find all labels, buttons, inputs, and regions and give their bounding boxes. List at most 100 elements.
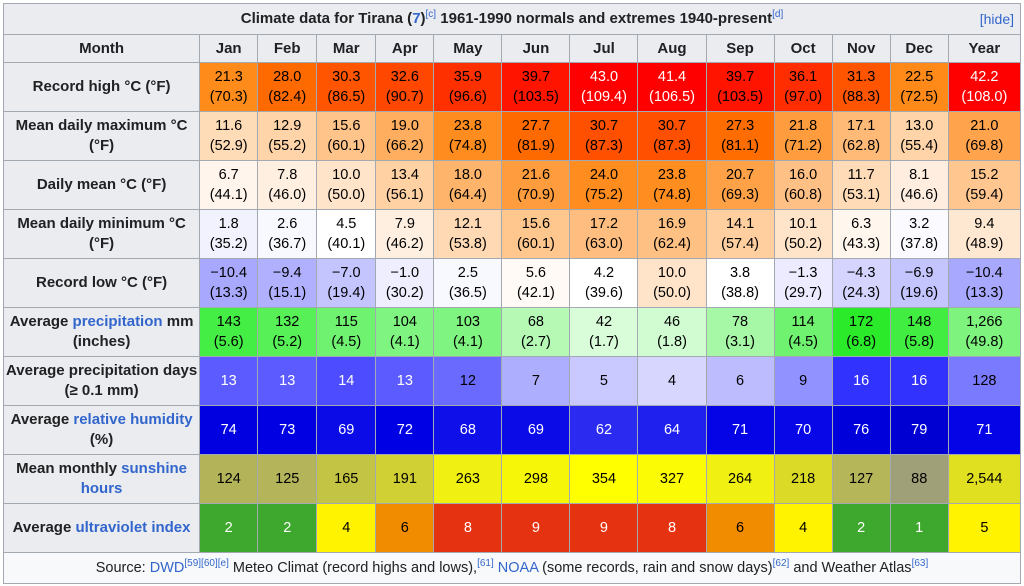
year-cell: 2,544	[947, 454, 1022, 504]
row-header-link[interactable]: sunshine hours	[80, 460, 188, 497]
data-cell: 39.7 (103.5)	[705, 62, 775, 112]
data-cell: 32.6 (90.7)	[375, 62, 435, 112]
data-cell: 10.1 (50.2)	[773, 209, 833, 259]
caption-prefix: Climate data for Tirana (	[240, 10, 413, 27]
data-cell: 4.2 (39.6)	[569, 258, 639, 308]
note-c-link[interactable]: [c]	[425, 9, 437, 20]
data-cell: 17.1 (62.8)	[831, 111, 891, 161]
data-cell: 6	[705, 356, 775, 406]
row-header-text: mm (inches)	[72, 313, 194, 350]
data-cell: 8	[637, 503, 707, 553]
row-header: Record high °C (°F)	[2, 62, 201, 112]
caption-link-7[interactable]: 7	[412, 10, 421, 27]
source-prefix: Source:	[95, 560, 150, 576]
data-cell: 13.4 (56.1)	[375, 160, 435, 210]
row-header-link[interactable]: relative humidity	[73, 411, 193, 428]
atlas-text: and Weather Atlas	[789, 560, 912, 576]
atlas-ref[interactable]: [63]	[911, 558, 929, 570]
caption-middle: 1961-1990 normals and extremes 1940-pres…	[436, 10, 773, 27]
data-cell: 9	[569, 503, 639, 553]
meteo-text: Meteo Climat (record highs and lows),	[228, 560, 478, 576]
data-cell: 264	[705, 454, 775, 504]
year-cell: 5	[947, 503, 1022, 553]
row-header: Mean daily minimum °C (°F)	[2, 209, 201, 259]
data-cell: 172 (6.8)	[831, 307, 891, 357]
data-cell: −4.3 (24.3)	[831, 258, 891, 308]
data-cell: 14.1 (57.4)	[705, 209, 775, 259]
data-cell: 13.0 (55.4)	[889, 111, 949, 161]
data-cell: 20.7 (69.3)	[705, 160, 775, 210]
row-header: Mean daily maximum °C (°F)	[2, 111, 201, 161]
data-cell: 74	[199, 405, 259, 455]
data-cell: 12	[433, 356, 503, 406]
noaa-link[interactable]: NOAA	[497, 560, 539, 576]
data-cell: 2	[199, 503, 259, 553]
data-cell: 73	[257, 405, 318, 455]
data-cell: 35.9 (96.6)	[433, 62, 503, 112]
data-cell: 78 (3.1)	[705, 307, 775, 357]
data-cell: 12.1 (53.8)	[433, 209, 503, 259]
year-cell: 15.2 (59.4)	[947, 160, 1022, 210]
data-cell: 10.0 (50.0)	[316, 160, 377, 210]
data-cell: 2.5 (36.5)	[433, 258, 503, 308]
data-cell: 68 (2.7)	[501, 307, 571, 357]
table-row: Record high °C (°F) 21.3 (70.3) 28.0 (82.4…	[2, 62, 1022, 112]
data-cell: 36.1 (97.0)	[773, 62, 833, 112]
data-cell: 69	[316, 405, 377, 455]
data-cell: 10.0 (50.0)	[637, 258, 707, 308]
data-cell: 148 (5.8)	[889, 307, 949, 357]
meteo-ref[interactable]: [61]	[477, 558, 494, 570]
data-cell: −6.9 (19.6)	[889, 258, 949, 308]
dwd-refs[interactable]: [59][60][e]	[184, 558, 229, 570]
data-cell: 71	[705, 405, 775, 455]
data-cell: 21.8 (71.2)	[773, 111, 833, 161]
year-cell: −10.4 (13.3)	[947, 258, 1022, 308]
hide-toggle[interactable]: [hide]	[979, 11, 1014, 27]
data-cell: 1.8 (35.2)	[199, 209, 259, 259]
data-cell: 13	[375, 356, 435, 406]
row-header-link[interactable]: precipitation	[72, 313, 163, 330]
month-header-cell: May	[433, 34, 503, 63]
data-cell: −7.0 (19.4)	[316, 258, 377, 308]
data-cell: 191	[375, 454, 435, 504]
table-row: Record low °C (°F) −10.4 (13.3) −9.4 (15.1…	[2, 258, 1022, 308]
data-cell: 5.6 (42.1)	[501, 258, 571, 308]
caption-suffix: )	[420, 10, 426, 27]
data-cell: 69	[501, 405, 571, 455]
data-cell: 354	[569, 454, 639, 504]
table-caption: Climate data for Tirana (7)[c] 1961-1990…	[3, 3, 1021, 35]
noaa-ref[interactable]: [62]	[772, 558, 790, 570]
data-cell: 2	[831, 503, 891, 553]
row-header-text: (%)	[89, 431, 114, 448]
header-row: Month Jan Feb Mar Apr May Jun Jul Aug Sep Oct Nov D…	[2, 34, 1022, 63]
data-cell: 132 (5.2)	[257, 307, 318, 357]
data-cell: 39.7 (103.5)	[501, 62, 571, 112]
note-d-link[interactable]: [d]	[772, 9, 784, 20]
data-cell: 6.7 (44.1)	[199, 160, 259, 210]
year-cell: 42.2 (108.0)	[947, 62, 1022, 112]
data-cell: 13	[257, 356, 318, 406]
data-cell: 68	[433, 405, 503, 455]
data-cell: 18.0 (64.4)	[433, 160, 503, 210]
data-cell: 30.7 (87.3)	[637, 111, 707, 161]
data-cell: 125	[257, 454, 318, 504]
row-header-link[interactable]: ultraviolet index	[75, 519, 191, 536]
data-cell: 76	[831, 405, 891, 455]
data-cell: 9	[773, 356, 833, 406]
table-row: Average precipitation mm (inches) 143 (5.…	[2, 307, 1022, 357]
row-header-text: Average	[9, 313, 73, 330]
data-cell: 79	[889, 405, 949, 455]
data-cell: 16	[831, 356, 891, 406]
data-cell: 103 (4.1)	[433, 307, 503, 357]
data-cell: 327	[637, 454, 707, 504]
data-cell: 1	[889, 503, 949, 553]
data-cell: 4	[316, 503, 377, 553]
data-cell: 3.2 (37.8)	[889, 209, 949, 259]
data-cell: 21.6 (70.9)	[501, 160, 571, 210]
data-cell: 143 (5.6)	[199, 307, 259, 357]
data-cell: 7	[501, 356, 571, 406]
table-row: Average relative humidity (%) 74 73 69 72 68 6…	[2, 405, 1022, 455]
data-cell: 124	[199, 454, 259, 504]
data-cell: 13	[199, 356, 259, 406]
dwd-link[interactable]: DWD	[149, 560, 185, 576]
